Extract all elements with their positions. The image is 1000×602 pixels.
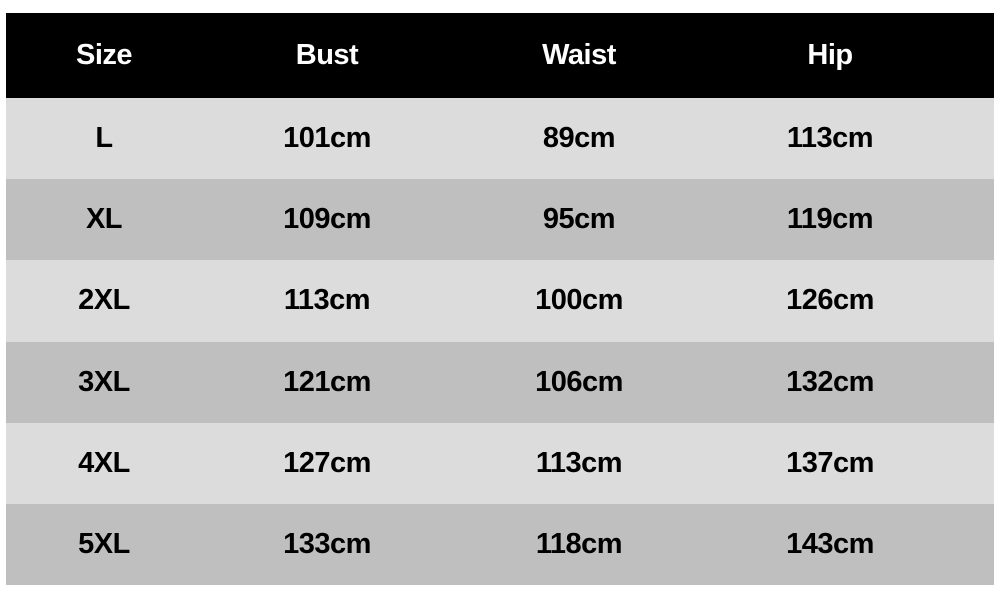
cell-size: L (95, 122, 113, 155)
cell-waist: 95cm (542, 203, 616, 236)
cell-size: 3XL (78, 365, 130, 398)
cell-waist: 113cm (535, 446, 623, 479)
table-row: L 101cm 89cm 113cm (6, 98, 994, 180)
cell-size: XL (85, 203, 123, 236)
cell-bust: 133cm (283, 528, 371, 561)
table-row: 4XL 127cm 113cm 137cm (6, 422, 994, 504)
cell-waist: 118cm (535, 528, 623, 561)
table-row: XL 109cm 95cm 119cm (6, 179, 994, 261)
size-chart-table: Size Bust Waist Hip L 101cm 89cm 113cm XL 109… (6, 13, 994, 586)
header-bust: Bust (295, 39, 359, 71)
cell-hip: 132cm (786, 365, 874, 398)
cell-waist: 100cm (535, 284, 623, 317)
cell-bust: 113cm (283, 284, 371, 317)
cell-bust: 101cm (283, 122, 371, 155)
cell-hip: 126cm (786, 284, 874, 317)
header-size: Size (75, 39, 133, 71)
cell-waist: 89cm (542, 122, 616, 155)
cell-size: 4XL (78, 446, 130, 479)
cell-bust: 127cm (283, 446, 371, 479)
cell-waist: 106cm (535, 365, 623, 398)
table-header-row: Size Bust Waist Hip (6, 13, 994, 98)
table-body: L 101cm 89cm 113cm XL 109cm 95cm 119cm 2XL 113cm 1… (6, 98, 994, 586)
cell-bust: 109cm (283, 203, 371, 236)
header-hip: Hip (807, 39, 853, 71)
cell-hip: 137cm (786, 446, 874, 479)
cell-hip: 119cm (786, 203, 874, 236)
cell-bust: 121cm (283, 365, 371, 398)
cell-hip: 143cm (786, 528, 874, 561)
cell-size: 2XL (78, 284, 130, 317)
cell-hip: 113cm (786, 122, 874, 155)
cell-size: 5XL (78, 528, 130, 561)
table-row: 3XL 121cm 106cm 132cm (6, 341, 994, 423)
table-row: 2XL 113cm 100cm 126cm (6, 260, 994, 342)
header-waist: Waist (542, 39, 616, 71)
table-row: 5XL 133cm 118cm 143cm (6, 503, 994, 586)
